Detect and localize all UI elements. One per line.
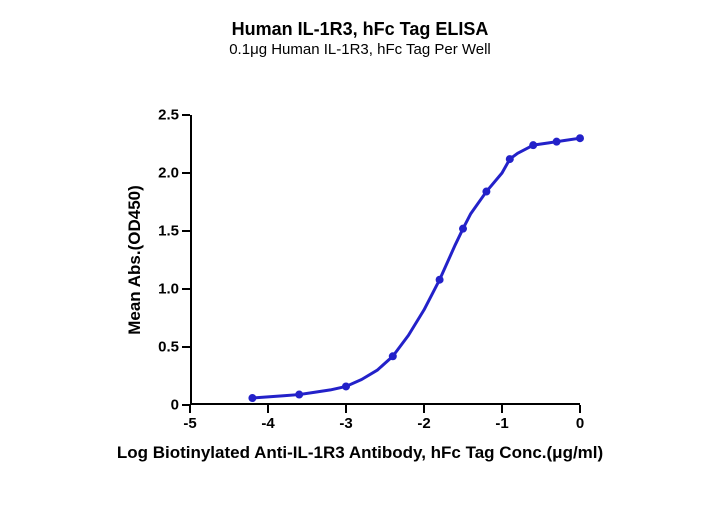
- chart-title: Human IL-1R3, hFc Tag ELISA: [0, 18, 720, 41]
- data-point: [482, 188, 490, 196]
- data-point: [436, 276, 444, 284]
- y-axis-label: Mean Abs.(OD450): [125, 160, 145, 360]
- y-tick-label: 2.0: [145, 165, 179, 182]
- x-tick-label: 0: [576, 415, 584, 432]
- x-tick-label: -4: [261, 415, 274, 432]
- x-tick-label: -3: [339, 415, 352, 432]
- x-tick-mark: [423, 405, 425, 413]
- x-tick-mark: [189, 405, 191, 413]
- curve-path: [252, 138, 580, 398]
- y-tick-mark: [182, 230, 190, 232]
- y-tick-label: 1.5: [145, 223, 179, 240]
- x-tick-label: -2: [417, 415, 430, 432]
- y-tick-label: 0.5: [145, 339, 179, 356]
- data-curve: [120, 105, 600, 425]
- data-point: [576, 134, 584, 142]
- data-point: [295, 391, 303, 399]
- x-tick-mark: [579, 405, 581, 413]
- y-tick-label: 2.5: [145, 107, 179, 124]
- y-tick-label: 0: [145, 397, 179, 414]
- y-tick-mark: [182, 288, 190, 290]
- chart-area: Mean Abs.(OD450) 0 0.5 1.0 1.5 2.0 2.5 -5 -4 -3 -…: [120, 105, 600, 445]
- x-tick-mark: [267, 405, 269, 413]
- data-point: [459, 225, 467, 233]
- x-tick-label: -1: [495, 415, 508, 432]
- y-tick-label: 1.0: [145, 281, 179, 298]
- y-tick-mark: [182, 114, 190, 116]
- data-point: [506, 155, 514, 163]
- x-tick-label: -5: [183, 415, 196, 432]
- data-point: [529, 141, 537, 149]
- x-tick-mark: [501, 405, 503, 413]
- data-point: [248, 394, 256, 402]
- data-point: [389, 352, 397, 360]
- title-block: Human IL-1R3, hFc Tag ELISA 0.1μg Human …: [0, 0, 720, 59]
- x-axis-label: Log Biotinylated Anti-IL-1R3 Antibody, h…: [0, 443, 720, 463]
- y-tick-mark: [182, 346, 190, 348]
- y-tick-mark: [182, 172, 190, 174]
- data-point: [553, 138, 561, 146]
- chart-subtitle: 0.1μg Human IL-1R3, hFc Tag Per Well: [0, 41, 720, 60]
- data-point: [342, 382, 350, 390]
- x-tick-mark: [345, 405, 347, 413]
